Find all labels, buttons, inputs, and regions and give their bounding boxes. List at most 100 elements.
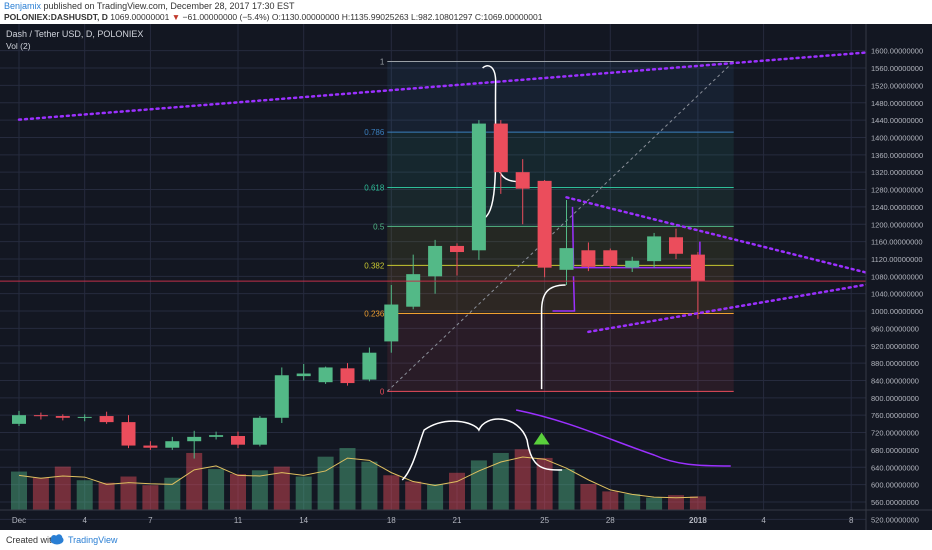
candle-body <box>121 422 136 446</box>
y-tick-label: 1080.00000000 <box>871 272 923 281</box>
y-tick-label: 600.00000000 <box>871 481 919 490</box>
y-tick-label: 1040.00000000 <box>871 290 923 299</box>
y-tick-label: 1400.00000000 <box>871 133 923 142</box>
price-axis-bg <box>866 24 932 530</box>
tradingview-brand-link[interactable]: TradingView <box>68 535 118 545</box>
x-tick-label: Dec <box>12 516 26 525</box>
candle-body <box>296 373 311 377</box>
tradingview-logo-icon <box>50 534 64 545</box>
candle-body <box>187 436 202 442</box>
chart-legend-title: Dash / Tether USD, D, POLONIEX <box>6 29 143 39</box>
footer: Created with TradingView <box>0 530 932 550</box>
publish-line: Benjamix published on TradingView.com, D… <box>4 1 295 11</box>
x-tick-label: 14 <box>299 516 308 525</box>
y-tick-label: 800.00000000 <box>871 394 919 403</box>
annotations <box>401 65 731 481</box>
buy-arrow-icon <box>533 432 550 445</box>
y-tick-label: 1320.00000000 <box>871 168 923 177</box>
volume-bar <box>514 449 531 510</box>
volume-bar <box>536 457 553 510</box>
fib-zone <box>387 132 734 188</box>
candle-body <box>690 254 705 282</box>
fib-zone <box>387 61 734 133</box>
x-tick-label: 2018 <box>689 516 707 525</box>
y-tick-label: 1160.00000000 <box>871 238 923 247</box>
volume-bar <box>142 485 159 510</box>
created-with-label: Created with <box>6 535 57 545</box>
candle-body <box>493 123 508 173</box>
volume-bar <box>580 483 597 510</box>
y-tick-label: 1560.00000000 <box>871 64 923 73</box>
x-tick-label: 11 <box>234 516 243 525</box>
y-tick-label: 1240.00000000 <box>871 203 923 212</box>
fib-level-label: 1 <box>380 58 385 67</box>
candle-body <box>165 441 180 448</box>
annotation-brace-top <box>478 65 497 221</box>
volume-bar <box>492 452 509 510</box>
author-link[interactable]: Benjamix <box>4 1 42 11</box>
candle-body <box>99 416 114 423</box>
grid-lines <box>0 24 866 520</box>
chart-area[interactable]: 0 0.236 0.382 0.5 0.618 0.786 1 520.00000000 56… <box>0 24 932 530</box>
y-tick-label: 560.00000000 <box>871 498 919 507</box>
y-tick-label: 1280.00000000 <box>871 186 923 195</box>
change-arrow-icon: ▼ <box>171 12 181 22</box>
volume-bar <box>208 469 225 510</box>
volume-bar <box>668 495 684 510</box>
volume-bar <box>427 483 444 510</box>
x-tick-label: 7 <box>148 516 153 525</box>
symbol-line: POLONIEX:DASHUSDT, D 1069.00000001 ▼ −61… <box>4 12 542 22</box>
volume-bar <box>76 480 93 510</box>
y-tick-label: 640.00000000 <box>871 463 919 472</box>
candle-body <box>209 435 224 437</box>
x-tick-label: 28 <box>606 516 615 525</box>
volume-bar <box>646 497 663 510</box>
x-tick-label: 21 <box>453 516 462 525</box>
y-tick-label: 720.00000000 <box>871 429 919 438</box>
fib-trend-line <box>386 61 735 392</box>
publish-info: published on TradingView.com, December 2… <box>41 1 295 11</box>
candle-body <box>231 436 245 445</box>
volume-bar <box>470 460 487 510</box>
candle-body <box>143 445 158 448</box>
ohlc-high: H:1135.99025263 <box>341 12 409 22</box>
y-tick-label: 1200.00000000 <box>871 220 923 229</box>
candle-body <box>428 245 443 277</box>
volume-bar <box>230 474 246 510</box>
fib-zone <box>387 265 734 314</box>
y-tick-label: 1600.00000000 <box>871 47 923 56</box>
x-tick-label: 8 <box>849 516 854 525</box>
x-tick-label: 4 <box>82 516 87 525</box>
volume-bar <box>383 475 400 510</box>
annotation-volume-brace <box>401 418 563 481</box>
ohlc-low: L:982.10801297 <box>411 12 473 22</box>
candle-body <box>362 352 377 380</box>
volume-bars <box>11 448 706 510</box>
volume-bar <box>689 496 706 510</box>
volume-legend: Vol (2) <box>6 41 31 51</box>
candle-body <box>33 415 48 417</box>
ohlc-open: O:1130.00000000 <box>271 12 340 22</box>
y-tick-label: 1000.00000000 <box>871 307 923 316</box>
price-chart[interactable]: 0 0.236 0.382 0.5 0.618 0.786 1 520.00000000 56… <box>0 24 932 530</box>
drawn-lines <box>0 46 932 334</box>
fib-level-label: 0.786 <box>364 128 385 137</box>
y-tick-label: 920.00000000 <box>871 342 919 351</box>
last-price: 1069.00000001 <box>110 12 170 22</box>
fib-level-label: 0.382 <box>364 261 385 270</box>
candle-body <box>581 250 596 267</box>
candle-body <box>559 248 574 270</box>
y-tick-label: 520.00000000 <box>871 515 919 524</box>
candle-body <box>274 375 289 418</box>
triangle-upper-line <box>565 196 897 282</box>
volume-bar <box>295 476 312 510</box>
publish-header: Benjamix published on TradingView.com, D… <box>0 0 932 24</box>
volume-bar <box>186 452 203 510</box>
volume-bar <box>251 470 268 510</box>
annotation-volume-trend <box>515 409 731 467</box>
volume-bar <box>54 466 71 510</box>
volume-bar <box>602 491 619 510</box>
fib-level-label: 0.5 <box>373 222 385 231</box>
y-tick-label: 1440.00000000 <box>871 116 923 125</box>
volume-bar <box>624 493 641 510</box>
